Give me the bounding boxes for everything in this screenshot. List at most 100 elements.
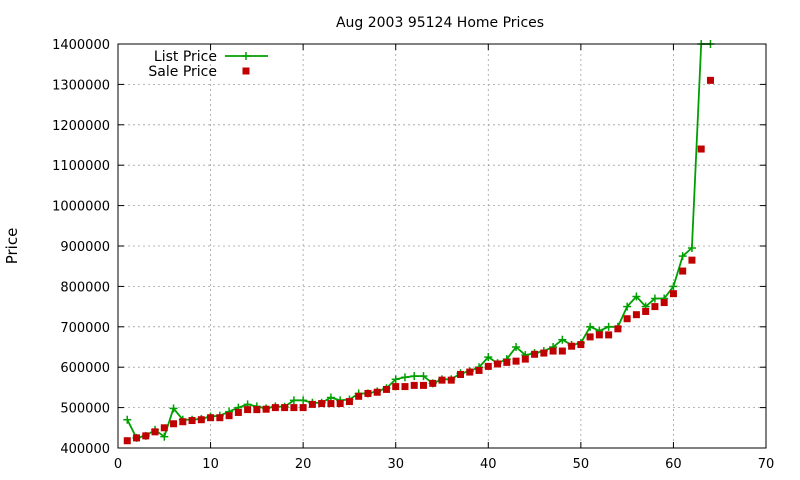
y-tick-label: 1200000 xyxy=(52,119,110,134)
sale-price-point xyxy=(271,404,279,412)
legend: List Price Sale Price xyxy=(148,49,268,80)
y-tick-label: 500000 xyxy=(60,402,110,417)
sale-price-point xyxy=(244,406,252,414)
sale-price-point xyxy=(595,331,603,339)
x-tick-label: 60 xyxy=(665,457,682,472)
x-tick-label: 30 xyxy=(387,457,404,472)
sale-price-point xyxy=(623,315,631,323)
list-price-point xyxy=(419,372,428,381)
sale-price-point xyxy=(216,414,224,422)
sale-price-point xyxy=(651,303,659,311)
sale-price-point xyxy=(253,406,261,414)
sale-price-point xyxy=(207,414,215,422)
sale-price-point xyxy=(151,428,159,436)
y-tick-label: 700000 xyxy=(60,321,110,336)
grid xyxy=(118,44,766,448)
sale-price-point xyxy=(577,341,585,349)
x-tick-label: 0 xyxy=(114,457,122,472)
sale-price-point xyxy=(475,366,483,374)
sale-price-point xyxy=(614,325,622,333)
chart-title: Aug 2003 95124 Home Prices xyxy=(336,15,544,31)
sale-price-point xyxy=(706,76,714,84)
list-price-point xyxy=(650,294,659,303)
sale-price-point xyxy=(531,350,539,358)
sale-price-point xyxy=(179,418,187,426)
list-price-point xyxy=(299,396,308,405)
sale-price-point xyxy=(234,408,242,416)
list-price-point xyxy=(558,335,567,344)
sale-price-point xyxy=(697,145,705,153)
legend-label-sale-price: Sale Price xyxy=(148,64,217,80)
sale-price-point xyxy=(688,256,696,264)
sale-price-point xyxy=(410,381,418,389)
sale-price-point xyxy=(669,290,677,298)
sale-price-point xyxy=(345,398,353,406)
sale-price-point xyxy=(373,388,381,396)
list-price-point xyxy=(123,415,132,424)
sale-price-point xyxy=(382,385,390,393)
sale-price-point xyxy=(457,370,465,378)
sale-price-point xyxy=(188,417,196,425)
x-tick-label: 20 xyxy=(295,457,312,472)
y-axis-label: Price xyxy=(3,228,21,265)
sale-price-point xyxy=(281,404,289,412)
sale-price-point xyxy=(123,437,131,445)
sale-price-point xyxy=(605,331,613,339)
sale-price-point xyxy=(142,432,150,440)
sale-price-point xyxy=(290,404,298,412)
y-tick-label: 1300000 xyxy=(52,78,110,93)
sale-price-point xyxy=(447,376,455,384)
list-price-point xyxy=(484,353,493,362)
legend-marker-list-price xyxy=(242,52,250,60)
y-tick-label: 600000 xyxy=(60,361,110,376)
sale-price-point xyxy=(549,347,557,355)
list-price-point xyxy=(604,322,613,331)
sale-price-point xyxy=(558,347,566,355)
sale-price-point xyxy=(568,342,576,350)
y-tick-label: 800000 xyxy=(60,280,110,295)
sale-price-point xyxy=(401,383,409,391)
sale-price-point xyxy=(392,383,400,391)
list-price-point xyxy=(391,375,400,384)
sale-price-point xyxy=(484,362,492,370)
sale-price-point xyxy=(419,381,427,389)
sale-price-point xyxy=(308,400,316,408)
sale-price-point xyxy=(364,389,372,397)
sale-price-point xyxy=(262,405,270,413)
x-tick-label: 10 xyxy=(202,457,219,472)
x-tick-label: 40 xyxy=(480,457,497,472)
sale-price-point xyxy=(225,412,233,420)
sale-price-point xyxy=(299,404,307,412)
sale-price-point xyxy=(679,267,687,275)
sale-price-point xyxy=(586,333,594,341)
sale-price-point xyxy=(133,434,141,442)
legend-swatch-sale-price xyxy=(242,67,250,75)
list-price-point xyxy=(678,252,687,261)
sale-price-point xyxy=(521,355,529,363)
sale-price-point xyxy=(170,420,178,428)
list-price-point xyxy=(669,282,678,291)
sale-price-point xyxy=(512,357,520,365)
sale-price-point xyxy=(540,349,548,357)
axis-ticks: 0 10 20 30 40 50 60 70 400000 500000 600000 700000 8… xyxy=(52,38,774,472)
list-price-point xyxy=(687,244,696,253)
list-price-line xyxy=(126,43,711,439)
list-price-point xyxy=(586,322,595,331)
sale-price-point xyxy=(503,358,511,366)
sale-price-point xyxy=(429,379,437,387)
x-tick-label: 50 xyxy=(573,457,590,472)
plot-series xyxy=(123,40,715,445)
sale-price-point xyxy=(327,400,335,408)
y-tick-label: 400000 xyxy=(60,442,110,457)
sale-price-point xyxy=(438,376,446,384)
sale-price-point xyxy=(494,360,502,368)
list-price-point xyxy=(400,373,409,382)
sale-price-point xyxy=(197,416,205,424)
y-tick-label: 1100000 xyxy=(52,159,110,174)
legend-label-list-price: List Price xyxy=(154,49,217,65)
sale-price-point xyxy=(632,311,640,319)
sale-price-point xyxy=(318,400,326,408)
sale-price-point xyxy=(660,299,668,307)
sale-price-point xyxy=(160,424,168,432)
list-price-point xyxy=(623,302,632,311)
